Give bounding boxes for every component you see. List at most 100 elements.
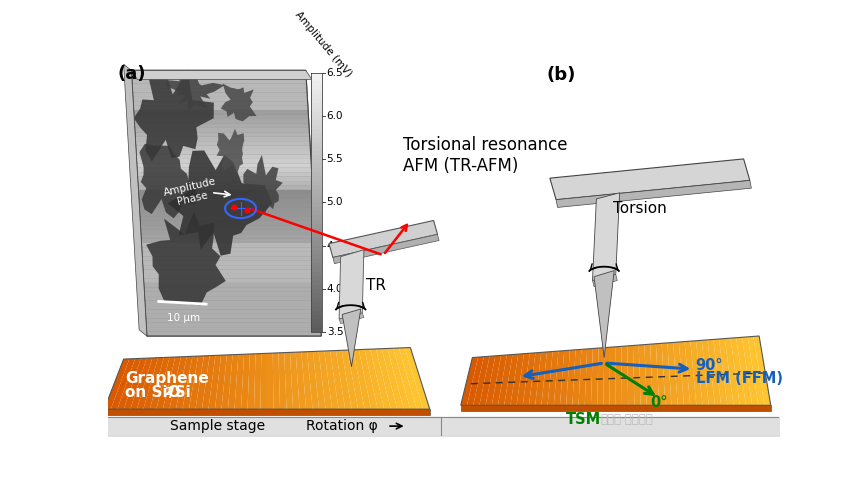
Text: Amplitude (mV): Amplitude (mV) (292, 9, 353, 79)
Polygon shape (136, 146, 311, 150)
Polygon shape (696, 341, 708, 405)
Text: Amplitude
Phase: Amplitude Phase (163, 176, 220, 209)
Polygon shape (189, 356, 204, 409)
Polygon shape (311, 190, 322, 194)
Polygon shape (267, 353, 273, 409)
Polygon shape (702, 340, 715, 405)
Polygon shape (132, 93, 307, 97)
Polygon shape (311, 242, 322, 245)
Polygon shape (144, 292, 319, 296)
Polygon shape (541, 351, 553, 405)
Polygon shape (133, 101, 308, 106)
Polygon shape (399, 348, 423, 409)
Polygon shape (176, 356, 192, 409)
Polygon shape (311, 202, 322, 207)
Text: (a): (a) (118, 65, 146, 83)
Polygon shape (134, 110, 308, 115)
Polygon shape (311, 211, 322, 216)
Text: 6.5: 6.5 (327, 68, 343, 77)
Text: 3.5: 3.5 (327, 327, 343, 337)
Polygon shape (311, 138, 322, 142)
Polygon shape (388, 348, 410, 409)
Text: Torsional resonance
AFM (TR-AFM): Torsional resonance AFM (TR-AFM) (402, 136, 567, 174)
Polygon shape (311, 280, 322, 285)
Polygon shape (290, 352, 299, 409)
Polygon shape (461, 357, 478, 405)
Polygon shape (311, 133, 322, 138)
Polygon shape (714, 339, 727, 405)
Polygon shape (567, 350, 575, 405)
Polygon shape (690, 341, 702, 405)
Polygon shape (405, 347, 430, 409)
Polygon shape (279, 353, 286, 409)
Polygon shape (522, 353, 535, 405)
Polygon shape (311, 129, 322, 133)
Text: on SiO: on SiO (125, 385, 181, 399)
Polygon shape (725, 338, 740, 405)
Polygon shape (311, 259, 322, 263)
Polygon shape (215, 355, 227, 409)
Polygon shape (137, 163, 311, 168)
Polygon shape (285, 352, 293, 409)
Polygon shape (311, 103, 322, 107)
Polygon shape (535, 352, 547, 405)
Polygon shape (150, 357, 170, 409)
Polygon shape (131, 358, 152, 409)
Text: 5.0: 5.0 (327, 197, 343, 207)
Polygon shape (747, 337, 765, 405)
Polygon shape (673, 342, 684, 405)
Polygon shape (573, 349, 581, 405)
Polygon shape (135, 128, 310, 132)
Polygon shape (311, 233, 322, 237)
Polygon shape (145, 305, 320, 310)
Polygon shape (339, 313, 364, 324)
Polygon shape (144, 283, 318, 287)
Polygon shape (157, 357, 176, 409)
Polygon shape (138, 195, 313, 199)
Polygon shape (145, 310, 320, 314)
Polygon shape (134, 115, 309, 119)
Polygon shape (627, 345, 634, 405)
Polygon shape (311, 194, 322, 198)
Polygon shape (467, 357, 484, 405)
Polygon shape (143, 265, 317, 270)
Polygon shape (140, 217, 315, 221)
Polygon shape (133, 97, 308, 101)
Polygon shape (591, 348, 599, 405)
Polygon shape (633, 345, 641, 405)
Text: Rotation φ: Rotation φ (305, 419, 377, 433)
Polygon shape (311, 107, 322, 112)
Polygon shape (134, 123, 309, 128)
Polygon shape (311, 90, 322, 94)
Polygon shape (144, 358, 163, 409)
Polygon shape (311, 207, 322, 211)
Polygon shape (142, 247, 317, 252)
Polygon shape (311, 306, 322, 311)
Polygon shape (491, 355, 507, 405)
Polygon shape (132, 88, 307, 93)
Polygon shape (143, 261, 317, 265)
Polygon shape (560, 350, 570, 405)
Polygon shape (708, 340, 721, 405)
Polygon shape (137, 154, 311, 159)
Polygon shape (311, 285, 322, 289)
Polygon shape (311, 245, 322, 250)
Polygon shape (311, 142, 322, 146)
Polygon shape (146, 332, 321, 336)
Polygon shape (272, 353, 280, 409)
Polygon shape (498, 355, 513, 405)
Polygon shape (311, 293, 322, 297)
Polygon shape (195, 356, 209, 409)
Polygon shape (311, 172, 322, 176)
Polygon shape (124, 64, 147, 336)
Polygon shape (307, 351, 319, 409)
Polygon shape (730, 338, 746, 405)
Polygon shape (140, 221, 315, 225)
Polygon shape (124, 358, 146, 409)
Polygon shape (131, 71, 312, 79)
Polygon shape (556, 180, 752, 207)
Text: 公众号·科研小喵: 公众号·科研小喵 (600, 413, 653, 426)
Polygon shape (311, 289, 322, 293)
Polygon shape (333, 234, 439, 264)
Polygon shape (461, 405, 771, 412)
